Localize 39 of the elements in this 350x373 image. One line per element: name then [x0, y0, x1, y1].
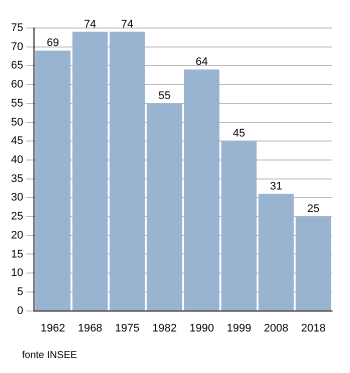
y-tick-label: 50: [10, 116, 24, 128]
y-tick-label: 60: [10, 78, 24, 91]
data-label: 45: [232, 128, 246, 140]
data-label: 31: [270, 180, 282, 192]
bar: [146, 103, 182, 310]
data-label: 55: [158, 90, 171, 102]
x-tick-label: 1999: [226, 322, 252, 334]
x-tick-label: 1982: [152, 322, 177, 334]
y-tick-label: 35: [10, 172, 24, 185]
y-tick-label: 25: [10, 210, 24, 223]
x-tick-label: 2008: [264, 322, 288, 334]
data-label: 69: [46, 37, 59, 50]
y-tick-label: 20: [10, 229, 24, 242]
y-tick-label: 40: [10, 154, 24, 166]
data-label: 74: [121, 18, 134, 30]
x-tick-label: 1975: [115, 322, 140, 334]
bar: [221, 141, 257, 310]
y-tick-label: 70: [10, 40, 24, 53]
source-note: fonte INSEE: [22, 350, 78, 361]
y-tick-label: 65: [10, 60, 24, 72]
y-tick-label: 75: [10, 22, 24, 34]
y-tick-label: 0: [17, 304, 24, 317]
y-tick-label: 30: [10, 192, 24, 204]
data-label: 64: [196, 56, 208, 68]
x-tick-label: 1990: [189, 322, 214, 334]
bar: [110, 32, 145, 310]
bar: [184, 69, 220, 310]
bar: [35, 50, 71, 310]
x-tick-label: 1962: [40, 322, 66, 334]
data-label: 74: [84, 18, 96, 30]
data-label: 25: [307, 203, 320, 216]
y-tick-label: 55: [10, 97, 24, 110]
y-tick-label: 5: [17, 286, 24, 298]
y-tick-label: 45: [10, 135, 24, 148]
y-tick-label: 10: [10, 267, 24, 280]
y-tick-label: 15: [10, 248, 24, 260]
x-tick-label: 1968: [78, 322, 102, 334]
bar: [72, 32, 108, 310]
x-tick-label: 2018: [301, 322, 326, 334]
